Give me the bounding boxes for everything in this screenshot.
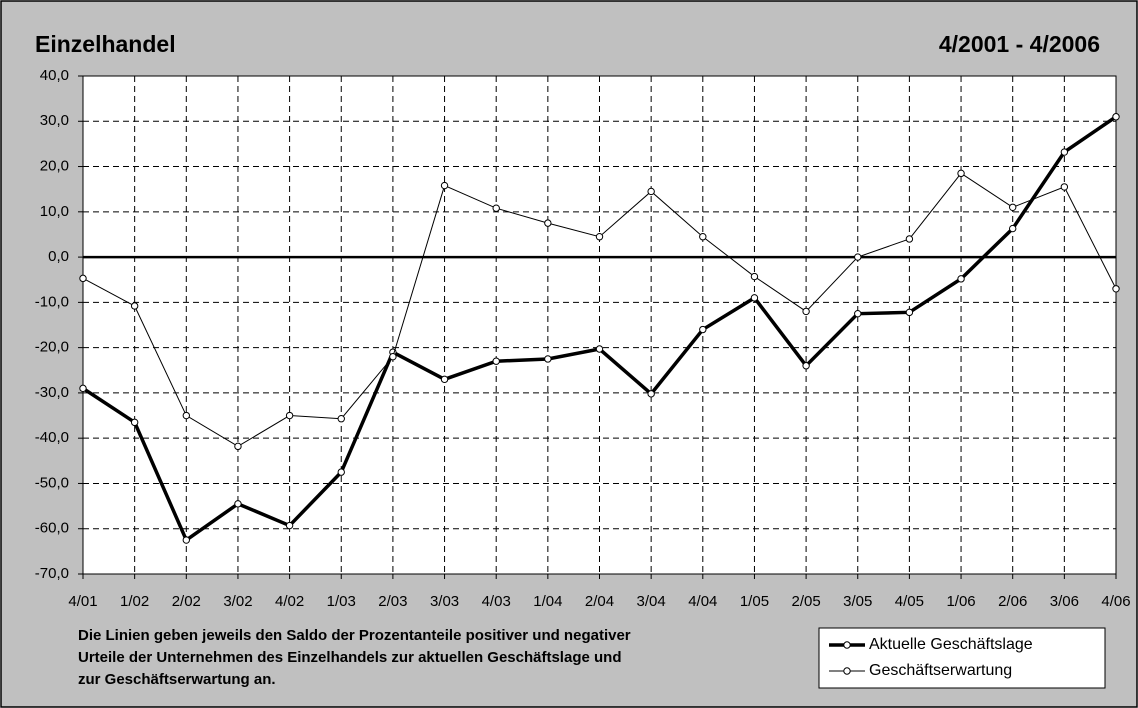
x-tick-label: 4/02 — [275, 593, 304, 610]
marker — [750, 294, 759, 302]
y-tick-label: -60,0 — [35, 520, 69, 537]
x-tick-label: 2/02 — [172, 593, 201, 610]
annotation: zur Geschäftserwartung an. — [78, 671, 276, 688]
marker — [79, 384, 87, 393]
x-tick-label: 3/06 — [1050, 593, 1079, 610]
x-tick-label: 4/01 — [68, 593, 97, 610]
marker — [1009, 203, 1017, 211]
x-tick-label: 4/03 — [482, 593, 511, 610]
x-tick-label: 1/02 — [120, 593, 149, 610]
marker — [802, 307, 810, 316]
marker — [595, 233, 604, 241]
x-tick-label: 4/04 — [688, 593, 717, 610]
marker — [1009, 224, 1017, 233]
marker — [79, 274, 87, 283]
marker — [905, 308, 914, 317]
legend-label: Aktuelle Geschäftslage — [869, 636, 1033, 653]
y-tick-label: 20,0 — [40, 158, 69, 175]
marker — [699, 233, 707, 241]
x-tick-label: 2/06 — [998, 593, 1027, 610]
marker — [750, 272, 759, 281]
y-tick-label: -70,0 — [35, 565, 69, 582]
legend — [818, 627, 1106, 689]
legend-marker — [843, 641, 851, 649]
marker — [234, 500, 242, 508]
x-tick-label: 1/04 — [533, 593, 562, 610]
x-tick-label: 3/05 — [843, 593, 872, 610]
x-tick-label: 4/06 — [1101, 593, 1130, 610]
marker — [647, 390, 655, 398]
marker — [440, 375, 449, 384]
x-tick-label: 2/04 — [585, 593, 614, 610]
annotation: Die Linien geben jeweils den Saldo der P… — [78, 627, 631, 644]
marker — [1060, 183, 1069, 191]
x-tick-label: 1/05 — [740, 593, 769, 610]
y-tick-label: -40,0 — [35, 429, 69, 446]
marker — [957, 169, 965, 178]
marker — [492, 204, 500, 212]
y-tick-label: 10,0 — [40, 203, 69, 220]
chart-title: Einzelhandel — [35, 31, 176, 57]
marker — [285, 411, 294, 420]
marker — [337, 468, 345, 476]
marker — [854, 253, 862, 261]
marker — [182, 536, 191, 544]
marker — [1112, 285, 1120, 293]
marker — [130, 418, 139, 427]
marker — [337, 415, 345, 423]
x-tick-label: 1/03 — [327, 593, 356, 610]
marker — [544, 219, 552, 227]
legend-label: Geschäftserwartung — [869, 662, 1012, 679]
marker — [1112, 113, 1120, 121]
marker — [957, 275, 965, 283]
x-tick-label: 1/06 — [946, 593, 975, 610]
marker — [647, 187, 655, 196]
x-tick-label: 2/05 — [791, 593, 820, 610]
marker — [854, 309, 862, 318]
marker — [595, 345, 604, 353]
marker — [285, 521, 294, 530]
y-tick-label: 40,0 — [40, 67, 69, 84]
annotation: Urteile der Unternehmen des Einzelhandel… — [78, 649, 621, 666]
chart-subtitle: 4/2001 - 4/2006 — [939, 31, 1100, 57]
marker — [802, 362, 810, 370]
marker — [492, 357, 500, 365]
marker — [130, 302, 139, 310]
legend-marker — [843, 667, 851, 675]
x-tick-label: 4/05 — [895, 593, 924, 610]
y-tick-label: -50,0 — [35, 474, 69, 491]
y-tick-label: -30,0 — [35, 384, 69, 401]
marker — [389, 352, 397, 361]
x-tick-label: 3/04 — [637, 593, 666, 610]
marker — [234, 442, 242, 451]
x-tick-label: 3/02 — [223, 593, 252, 610]
y-tick-label: -10,0 — [35, 293, 69, 310]
marker — [182, 411, 191, 420]
y-tick-label: -20,0 — [35, 339, 69, 356]
marker — [1060, 148, 1069, 156]
marker — [440, 181, 449, 190]
x-tick-label: 2/03 — [378, 593, 407, 610]
y-tick-label: 30,0 — [40, 112, 69, 129]
marker — [699, 325, 707, 334]
x-tick-label: 3/03 — [430, 593, 459, 610]
marker — [905, 235, 914, 243]
marker — [544, 355, 552, 363]
y-tick-label: 0,0 — [48, 248, 69, 265]
